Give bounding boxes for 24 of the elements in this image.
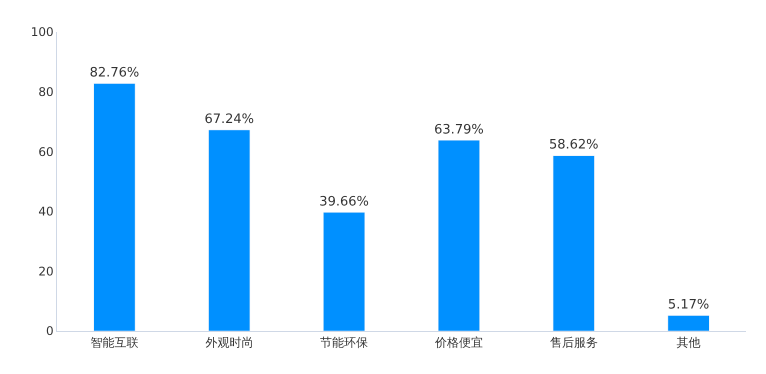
x-tick-label: 其他 bbox=[676, 335, 701, 350]
data-label: 39.66% bbox=[319, 194, 369, 210]
y-tick-label: 0 bbox=[46, 324, 54, 338]
x-tick-label: 智能互联 bbox=[90, 335, 138, 350]
data-label: 67.24% bbox=[204, 112, 254, 127]
x-tick-label: 价格便宜 bbox=[434, 335, 483, 350]
data-label: 63.79% bbox=[434, 122, 484, 138]
y-tick-label: 60 bbox=[38, 144, 54, 159]
bar bbox=[438, 140, 480, 331]
y-tick-label: 20 bbox=[38, 264, 54, 278]
data-label: 5.17% bbox=[668, 298, 710, 313]
data-label: 58.62% bbox=[548, 138, 599, 153]
bar bbox=[668, 315, 710, 331]
bar bbox=[323, 212, 365, 331]
bar bbox=[208, 130, 250, 331]
x-tick-label: 售后服务 bbox=[550, 335, 598, 350]
data-label: 82.76% bbox=[90, 66, 140, 81]
bar bbox=[552, 155, 595, 331]
y-tick-label: 80 bbox=[38, 85, 54, 99]
y-tick-label: 100 bbox=[30, 25, 54, 40]
x-tick-label: 节能环保 bbox=[320, 335, 368, 350]
x-tick-label: 外观时尚 bbox=[205, 335, 254, 350]
bar bbox=[94, 83, 136, 331]
y-tick-label: 40 bbox=[38, 204, 54, 219]
